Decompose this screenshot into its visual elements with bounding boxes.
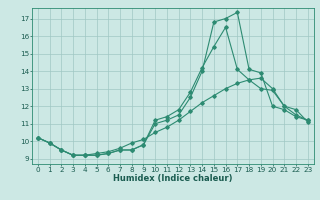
X-axis label: Humidex (Indice chaleur): Humidex (Indice chaleur) (113, 174, 233, 183)
